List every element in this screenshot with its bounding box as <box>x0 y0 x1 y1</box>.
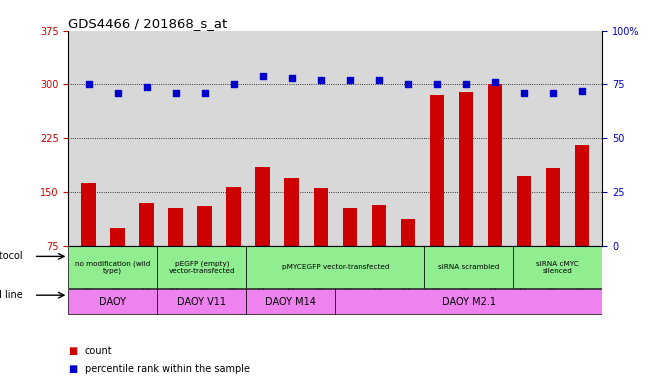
Bar <box>372 205 386 300</box>
Bar <box>169 208 183 300</box>
Bar <box>335 289 602 314</box>
Bar <box>68 247 158 288</box>
Bar <box>314 188 328 300</box>
Point <box>344 77 355 83</box>
Point <box>519 90 529 96</box>
Point <box>83 81 94 88</box>
Bar <box>111 228 125 300</box>
Text: ■: ■ <box>68 364 77 374</box>
Bar <box>255 167 270 300</box>
Point <box>286 75 297 81</box>
Point <box>374 77 384 83</box>
Point <box>461 81 471 88</box>
Bar <box>81 182 96 300</box>
Bar <box>424 247 513 288</box>
Text: percentile rank within the sample: percentile rank within the sample <box>85 364 249 374</box>
Point <box>141 84 152 90</box>
Point <box>402 81 413 88</box>
Text: cell line: cell line <box>0 290 23 300</box>
Text: siRNA scrambled: siRNA scrambled <box>438 264 499 270</box>
Text: protocol: protocol <box>0 252 23 262</box>
Bar <box>68 289 158 314</box>
Bar <box>158 289 246 314</box>
Text: GDS4466 / 201868_s_at: GDS4466 / 201868_s_at <box>68 17 228 30</box>
Bar <box>546 168 560 300</box>
Bar <box>575 145 589 300</box>
Text: ■: ■ <box>68 346 77 356</box>
Bar <box>227 187 241 300</box>
Point <box>316 77 326 83</box>
Text: pMYCEGFP vector-transfected: pMYCEGFP vector-transfected <box>281 264 389 270</box>
Bar <box>488 84 502 300</box>
Point <box>199 90 210 96</box>
Point <box>258 73 268 79</box>
Bar <box>517 176 531 300</box>
Text: DAOY V11: DAOY V11 <box>177 297 227 307</box>
Point <box>171 90 181 96</box>
Bar <box>458 92 473 300</box>
Bar <box>158 247 246 288</box>
Point <box>547 90 558 96</box>
Text: DAOY: DAOY <box>100 297 126 307</box>
Bar <box>246 289 335 314</box>
Bar <box>400 219 415 300</box>
Text: DAOY M14: DAOY M14 <box>266 297 316 307</box>
Text: no modification (wild
type): no modification (wild type) <box>75 260 150 274</box>
Text: siRNA cMYC
silenced: siRNA cMYC silenced <box>536 261 579 274</box>
Bar <box>430 95 444 300</box>
Bar <box>284 177 299 300</box>
Point <box>577 88 587 94</box>
Bar <box>342 208 357 300</box>
Bar <box>197 206 212 300</box>
Bar <box>513 247 602 288</box>
Point <box>229 81 239 88</box>
Text: count: count <box>85 346 112 356</box>
Text: DAOY M2.1: DAOY M2.1 <box>442 297 495 307</box>
Point <box>490 79 500 85</box>
Bar <box>139 203 154 300</box>
Point <box>113 90 123 96</box>
Text: pEGFP (empty)
vector-transfected: pEGFP (empty) vector-transfected <box>169 260 235 274</box>
Point <box>432 81 442 88</box>
Bar <box>246 247 424 288</box>
